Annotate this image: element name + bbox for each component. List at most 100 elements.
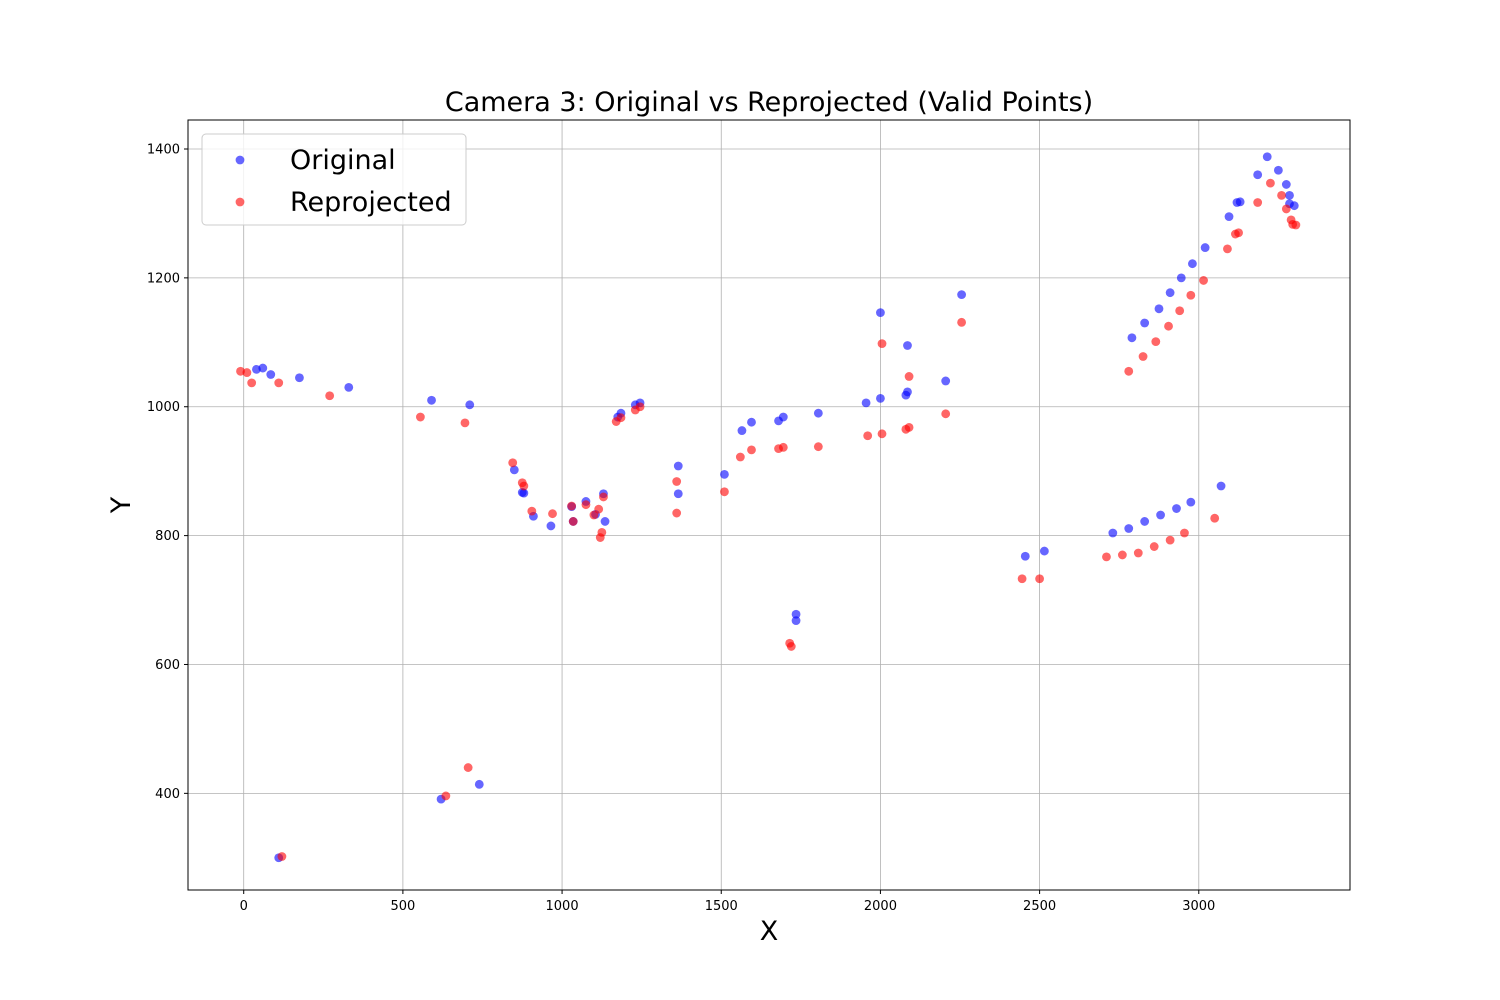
- reprojected-point: [519, 481, 529, 491]
- reprojected-point: [904, 422, 914, 432]
- reprojected-point: [635, 402, 645, 412]
- original-point: [1165, 288, 1175, 298]
- original-point: [876, 308, 885, 318]
- y-tick-label: 1000: [147, 400, 180, 415]
- reprojected-point: [877, 339, 887, 348]
- original-point: [1140, 517, 1150, 526]
- x-tick-label: 2000: [864, 899, 897, 914]
- original-point: [957, 290, 967, 300]
- x-tick-label: 0: [240, 899, 248, 914]
- original-point: [813, 408, 823, 418]
- data-points: [236, 152, 1301, 863]
- reprojected-point: [1223, 244, 1232, 254]
- original-point: [1262, 152, 1272, 162]
- original-point: [673, 489, 683, 499]
- reprojected-point: [548, 509, 557, 519]
- reprojected-point: [1164, 321, 1173, 331]
- reprojected-point: [325, 391, 335, 401]
- original-point: [1108, 528, 1118, 538]
- reprojected-point: [589, 510, 599, 520]
- y-tick-label: 1200: [147, 271, 180, 286]
- y-tick-label: 1400: [147, 142, 180, 157]
- reprojected-point: [778, 442, 788, 452]
- y-tick-label: 600: [155, 658, 180, 673]
- original-point: [344, 383, 354, 392]
- legend-marker-original: [235, 155, 245, 165]
- x-tick-label: 500: [390, 899, 415, 914]
- original-point: [1285, 190, 1294, 200]
- original-point: [258, 363, 268, 373]
- reprojected-point: [735, 452, 745, 462]
- x-axis-title: X: [760, 916, 779, 947]
- reprojected-point: [1199, 276, 1208, 285]
- reprojected-point: [720, 487, 729, 497]
- reprojected-point: [672, 508, 682, 518]
- reprojected-point: [1234, 228, 1243, 238]
- original-point: [1124, 524, 1134, 533]
- reprojected-point: [441, 791, 451, 801]
- original-point: [1253, 170, 1263, 180]
- reprojected-point: [672, 477, 682, 486]
- reprojected-point: [747, 445, 756, 455]
- reprojected-point: [957, 317, 967, 327]
- reprojected-point: [616, 413, 626, 423]
- reprojected-point: [594, 504, 604, 514]
- original-point: [737, 426, 747, 435]
- original-point: [1176, 273, 1186, 283]
- reprojected-point: [1175, 306, 1185, 316]
- reprojected-point: [463, 763, 473, 772]
- original-point: [509, 465, 519, 475]
- original-point: [1156, 510, 1165, 520]
- original-point: [1289, 201, 1299, 211]
- original-point: [1172, 504, 1181, 513]
- reprojected-point: [508, 458, 518, 468]
- reprojected-point: [247, 378, 257, 388]
- reprojected-point: [597, 527, 607, 537]
- reprojected-point: [568, 517, 578, 526]
- original-point: [720, 469, 729, 479]
- original-point: [1281, 180, 1291, 189]
- legend-box: [201, 133, 467, 226]
- original-point: [1224, 212, 1234, 222]
- original-point: [1140, 318, 1150, 328]
- x-tick-label: 1000: [546, 899, 579, 914]
- original-point: [778, 412, 788, 422]
- reprojected-point: [1291, 220, 1301, 230]
- reprojected-point: [274, 378, 284, 388]
- reprojected-point: [1277, 190, 1286, 200]
- original-point: [1186, 497, 1196, 507]
- original-point: [600, 517, 610, 526]
- original-point: [1188, 259, 1197, 269]
- reprojected-point: [1180, 528, 1189, 538]
- x-tick-label: 3000: [1182, 899, 1215, 914]
- original-point: [747, 417, 756, 427]
- original-point: [941, 376, 951, 386]
- original-point: [791, 616, 801, 626]
- reprojected-point: [1266, 178, 1275, 188]
- axis-ticks: 0 500 1000 1500 2000 2500 3000 400 600 800 1000 120…: [147, 142, 1215, 914]
- reprojected-point: [1253, 198, 1263, 207]
- original-point: [1127, 333, 1137, 343]
- original-point: [861, 398, 871, 408]
- reprojected-point: [863, 431, 873, 441]
- reprojected-point: [1186, 290, 1196, 300]
- y-axis-title: Y: [106, 496, 137, 514]
- original-point: [266, 370, 276, 379]
- reprojected-point: [1124, 366, 1134, 376]
- original-point: [1273, 165, 1283, 175]
- reprojected-point: [1133, 548, 1143, 558]
- reprojected-point: [813, 442, 823, 452]
- reprojected-point: [1035, 574, 1045, 584]
- reprojected-point: [599, 492, 608, 502]
- original-point: [903, 341, 912, 350]
- original-point: [1039, 546, 1049, 556]
- reprojected-point: [242, 368, 252, 377]
- legend-marker-reprojected: [235, 197, 245, 207]
- chart-title: Camera 3: Original vs Reprojected (Valid…: [445, 87, 1093, 118]
- original-point: [673, 461, 683, 471]
- legend-label-reprojected: Reprojected: [290, 187, 452, 218]
- plot-frame: [187, 119, 1351, 891]
- legend-label-original: Original: [290, 145, 396, 176]
- reprojected-point: [1210, 513, 1220, 523]
